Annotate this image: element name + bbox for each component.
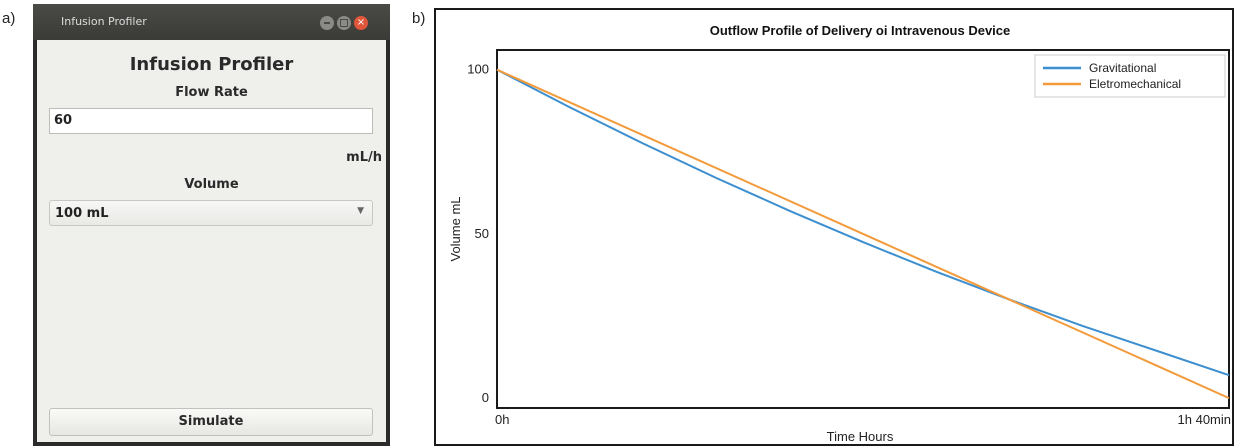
y-tick-label: 100 <box>467 62 489 77</box>
series-line-eletromechanical <box>496 68 1230 400</box>
window-title: Infusion Profiler <box>61 15 147 28</box>
y-tick-label: 50 <box>475 226 489 241</box>
legend-box <box>1034 54 1226 98</box>
close-icon[interactable]: × <box>354 16 368 30</box>
outflow-chart: Outflow Profile of Delivery oi Intraveno… <box>448 23 1231 444</box>
flow-rate-label: Flow Rate <box>175 85 248 100</box>
volume-label: Volume <box>184 177 239 192</box>
panel-a-label: a) <box>2 10 16 27</box>
series-line-gravitational <box>496 68 1230 377</box>
legend-label-eletromechanical: Eletromechanical <box>1089 77 1181 91</box>
x-axis-label: Time Hours <box>827 429 894 444</box>
x-tick-label: 1h 40min <box>1178 412 1231 427</box>
y-tick-label: 0 <box>482 390 489 405</box>
x-tick-label: 0h <box>495 412 509 427</box>
flow-rate-input[interactable]: 60 <box>49 108 373 134</box>
app-window: Infusion Profiler × Infusion Profiler Fl… <box>33 4 390 446</box>
minimize-icon[interactable] <box>320 16 334 30</box>
plot-frame <box>496 49 1230 409</box>
y-axis-label: Volume mL <box>448 196 463 261</box>
flow-rate-unit: mL/h <box>346 150 382 165</box>
window-titlebar[interactable]: Infusion Profiler × <box>33 4 390 40</box>
simulate-button[interactable]: Simulate <box>49 408 373 436</box>
chart-title: Outflow Profile of Delivery oi Intraveno… <box>710 23 1011 38</box>
chevron-down-icon: ▼ <box>357 206 364 216</box>
chart-panel: Outflow Profile of Delivery oi Intraveno… <box>434 8 1234 446</box>
volume-select[interactable]: 100 mL ▼ <box>49 200 373 226</box>
chart-legend: Gravitational Eletromechanical <box>1034 54 1226 98</box>
panel-b-label: b) <box>412 10 426 27</box>
app-title: Infusion Profiler <box>129 54 294 75</box>
window-content: Infusion Profiler Flow Rate 60 mL/h Volu… <box>37 40 386 442</box>
volume-selected-value: 100 mL <box>55 206 109 221</box>
legend-label-gravitational: Gravitational <box>1089 61 1156 75</box>
maximize-icon[interactable] <box>337 16 351 30</box>
